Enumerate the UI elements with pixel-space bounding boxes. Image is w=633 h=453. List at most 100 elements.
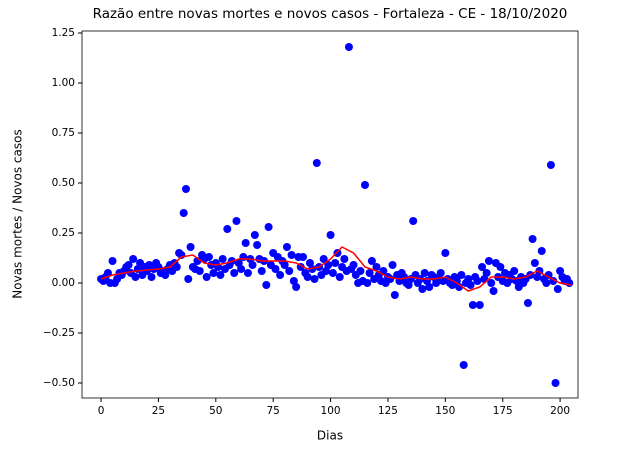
data-point [404,281,413,289]
data-point [335,273,344,281]
data-point [195,267,204,275]
data-point [230,269,239,277]
x-tick-label: 200 [550,405,570,417]
data-point [280,261,289,269]
data-point [264,223,273,231]
data-point [565,279,574,287]
data-point [241,239,250,247]
data-point [285,267,294,275]
data-point [216,271,225,279]
data-point [418,285,427,293]
data-point [344,43,353,51]
data-point [108,257,117,265]
data-point [496,263,505,271]
data-point [234,259,243,267]
data-point [510,267,519,275]
x-tick-label: 75 [267,405,280,417]
data-point [142,267,151,275]
data-point [551,379,560,387]
data-point [319,255,328,263]
x-tick-label: 175 [493,405,513,417]
data-point [482,269,491,277]
data-point [333,249,342,257]
data-point [232,217,241,225]
data-point [204,253,213,261]
data-point [253,241,262,249]
data-point [237,265,246,273]
data-point [202,273,211,281]
data-point [489,287,498,295]
data-point [257,267,266,275]
y-tick-label: −0.50 [43,377,75,389]
data-point [321,267,330,275]
y-tick-label: 0.50 [52,177,75,189]
plot-frame [81,30,579,399]
data-point [361,181,370,189]
data-point [528,235,537,243]
data-point [308,265,317,273]
data-point [372,263,381,271]
x-tick-label: 150 [435,405,455,417]
data-point [553,285,562,293]
data-point [363,279,372,287]
data-point [523,299,532,307]
data-point [441,249,450,257]
data-point [299,253,308,261]
data-point [533,273,542,281]
data-point [475,301,484,309]
data-point [248,261,257,269]
data-point [310,275,319,283]
data-point [464,275,473,283]
chart-title: Razão entre novas mortes e novos casos -… [93,6,568,22]
data-point [129,255,138,263]
data-point [305,259,314,267]
data-point [312,159,321,167]
data-point [484,257,493,265]
data-point [282,243,291,251]
data-point [365,269,374,277]
data-point [250,231,259,239]
y-tick-label: 1.25 [52,27,75,39]
data-point [271,265,280,273]
data-point [425,283,434,291]
trend-line [100,246,572,292]
data-point [542,279,551,287]
data-point [457,271,466,279]
y-tick-label: 0.75 [52,127,75,139]
data-point [468,301,477,309]
data-point [262,281,271,289]
data-point [326,231,335,239]
data-point [289,277,298,285]
data-point [356,267,365,275]
data-point [186,243,195,251]
data-point [530,259,539,267]
data-point [161,271,170,279]
data-point [131,273,140,281]
data-point [324,261,333,269]
data-point [172,263,181,271]
data-point [287,251,296,259]
data-point [276,271,285,279]
data-point [487,279,496,287]
y-tick-label: 0.25 [52,227,75,239]
x-tick-label: 25 [152,405,165,417]
data-point [459,361,468,369]
data-point [546,161,555,169]
data-point [331,259,340,267]
data-point [390,291,399,299]
data-point [537,247,546,255]
data-point [328,269,337,277]
data-point [239,253,248,261]
data-point [473,277,482,285]
data-point [124,261,133,269]
x-tick-label: 50 [209,405,222,417]
data-point [184,275,193,283]
data-point [544,271,553,279]
data-point [409,217,418,225]
data-point [420,269,429,277]
data-point [349,261,358,269]
data-point [209,269,218,277]
y-tick-label: −0.25 [43,327,75,339]
data-point [466,281,475,289]
